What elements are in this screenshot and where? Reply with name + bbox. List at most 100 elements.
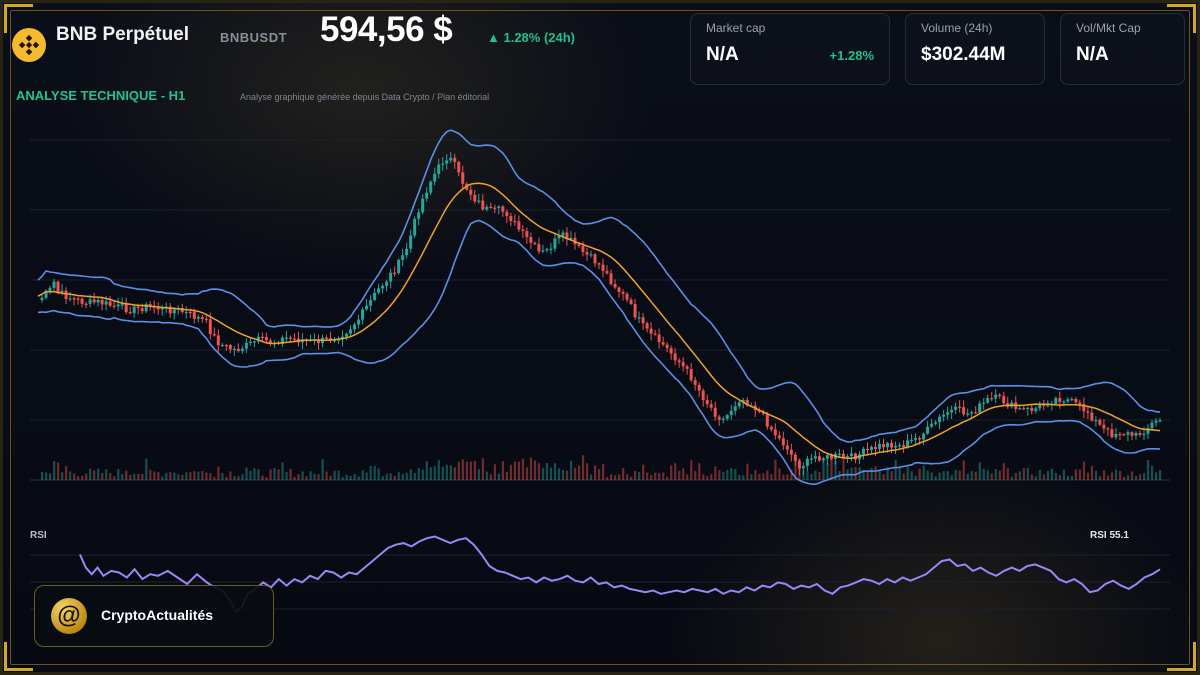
volume-bar: [381, 476, 384, 480]
candle-body: [260, 336, 264, 338]
candle-body: [501, 206, 505, 212]
volume-bar: [449, 465, 452, 480]
volume-bar: [437, 460, 440, 480]
volume-bar: [521, 458, 525, 480]
volume-bar: [750, 474, 753, 480]
volume-bar: [742, 475, 745, 480]
volume-bar: [646, 472, 649, 480]
candle-body: [361, 309, 365, 320]
volume-bar: [421, 469, 424, 480]
candle-body: [1090, 412, 1094, 421]
candle-body: [809, 458, 813, 460]
candle-body: [212, 334, 216, 336]
volume-bar: [65, 466, 68, 480]
volume-bar: [245, 467, 248, 480]
volume-bar: [1118, 470, 1122, 480]
volume-bar: [329, 475, 332, 480]
volume-bar: [177, 474, 180, 480]
candle-body: [1086, 411, 1090, 413]
volume-bar: [457, 462, 460, 480]
candle-body: [373, 292, 377, 300]
volume-bar: [265, 476, 268, 480]
candle-body: [729, 410, 733, 416]
candle-body: [533, 242, 537, 245]
candle-body: [978, 403, 982, 413]
candle-body: [873, 446, 877, 450]
volume-bar: [153, 471, 156, 480]
candle-body: [144, 303, 148, 312]
candle-body: [345, 333, 349, 337]
market-cap-label: Market cap: [706, 21, 766, 35]
volume-bar: [618, 474, 621, 480]
volume-bar: [850, 467, 853, 480]
candle-body: [216, 335, 220, 346]
candle-body: [96, 299, 100, 303]
volume-bar: [662, 472, 665, 480]
candle-body: [489, 206, 493, 208]
volume-bar: [810, 473, 813, 480]
candle-body: [48, 287, 52, 291]
candle-body: [613, 283, 617, 288]
volume-bar: [1086, 472, 1090, 480]
volume-bar: [990, 473, 993, 480]
volume-bar: [1034, 476, 1037, 480]
candle-body: [906, 440, 910, 448]
candle-body: [1070, 398, 1074, 401]
candle-body: [1046, 405, 1050, 407]
candle-body: [385, 281, 389, 286]
candle-body: [705, 400, 709, 405]
volume-bar: [489, 474, 493, 480]
candle-body: [409, 235, 413, 249]
volume-bar: [229, 471, 232, 480]
volume-bar: [822, 461, 825, 480]
volume-bar: [545, 462, 549, 480]
volume-bar: [241, 474, 244, 480]
candle-body: [954, 406, 958, 410]
candle-body: [938, 416, 942, 423]
corner-ornament: [4, 642, 33, 671]
volume-bar: [453, 467, 456, 480]
volume-bar: [569, 460, 573, 480]
volume-bar: [962, 460, 965, 480]
volume-bar: [1114, 469, 1118, 480]
vol-mkt-cap-value: N/A: [1076, 44, 1109, 65]
candle-body: [449, 157, 453, 161]
volume-bar: [694, 471, 697, 480]
candle-body: [1054, 397, 1058, 405]
candle-body: [649, 328, 653, 334]
volume-bar: [714, 466, 717, 480]
candle-body: [425, 192, 429, 199]
volume-bar: [934, 476, 937, 480]
candle-body: [922, 433, 926, 440]
candle-body: [521, 229, 525, 231]
volume-bar: [910, 471, 913, 480]
candle-body: [1142, 433, 1146, 435]
volume-bar: [473, 460, 476, 480]
volume-bar: [397, 472, 400, 480]
volume-bar: [718, 470, 721, 480]
brand-badge[interactable]: @ CryptoActualités: [34, 585, 274, 647]
candle-body: [1018, 408, 1022, 410]
inner-frame: [10, 10, 1190, 665]
volume-bar: [137, 473, 140, 480]
volume-bar: [834, 460, 837, 480]
candle-body: [801, 466, 805, 469]
volume-bar: [870, 467, 873, 480]
volume-bar: [389, 473, 392, 480]
volume-bar: [69, 471, 72, 480]
candle-body: [673, 353, 677, 361]
bollinger-lower-line: [37, 219, 1161, 486]
volume-bar: [217, 466, 220, 480]
volume-bar: [129, 474, 132, 480]
candle-body: [878, 444, 881, 450]
volume-bar: [818, 471, 821, 480]
candle-body: [228, 345, 232, 350]
candle-body: [629, 299, 633, 304]
candle-body: [681, 362, 685, 367]
candle-body: [188, 311, 192, 314]
candle-body: [204, 318, 208, 321]
candle-body: [689, 368, 693, 381]
volume-bar: [858, 467, 861, 480]
volume-bar: [373, 466, 376, 480]
candle-body: [457, 161, 461, 173]
